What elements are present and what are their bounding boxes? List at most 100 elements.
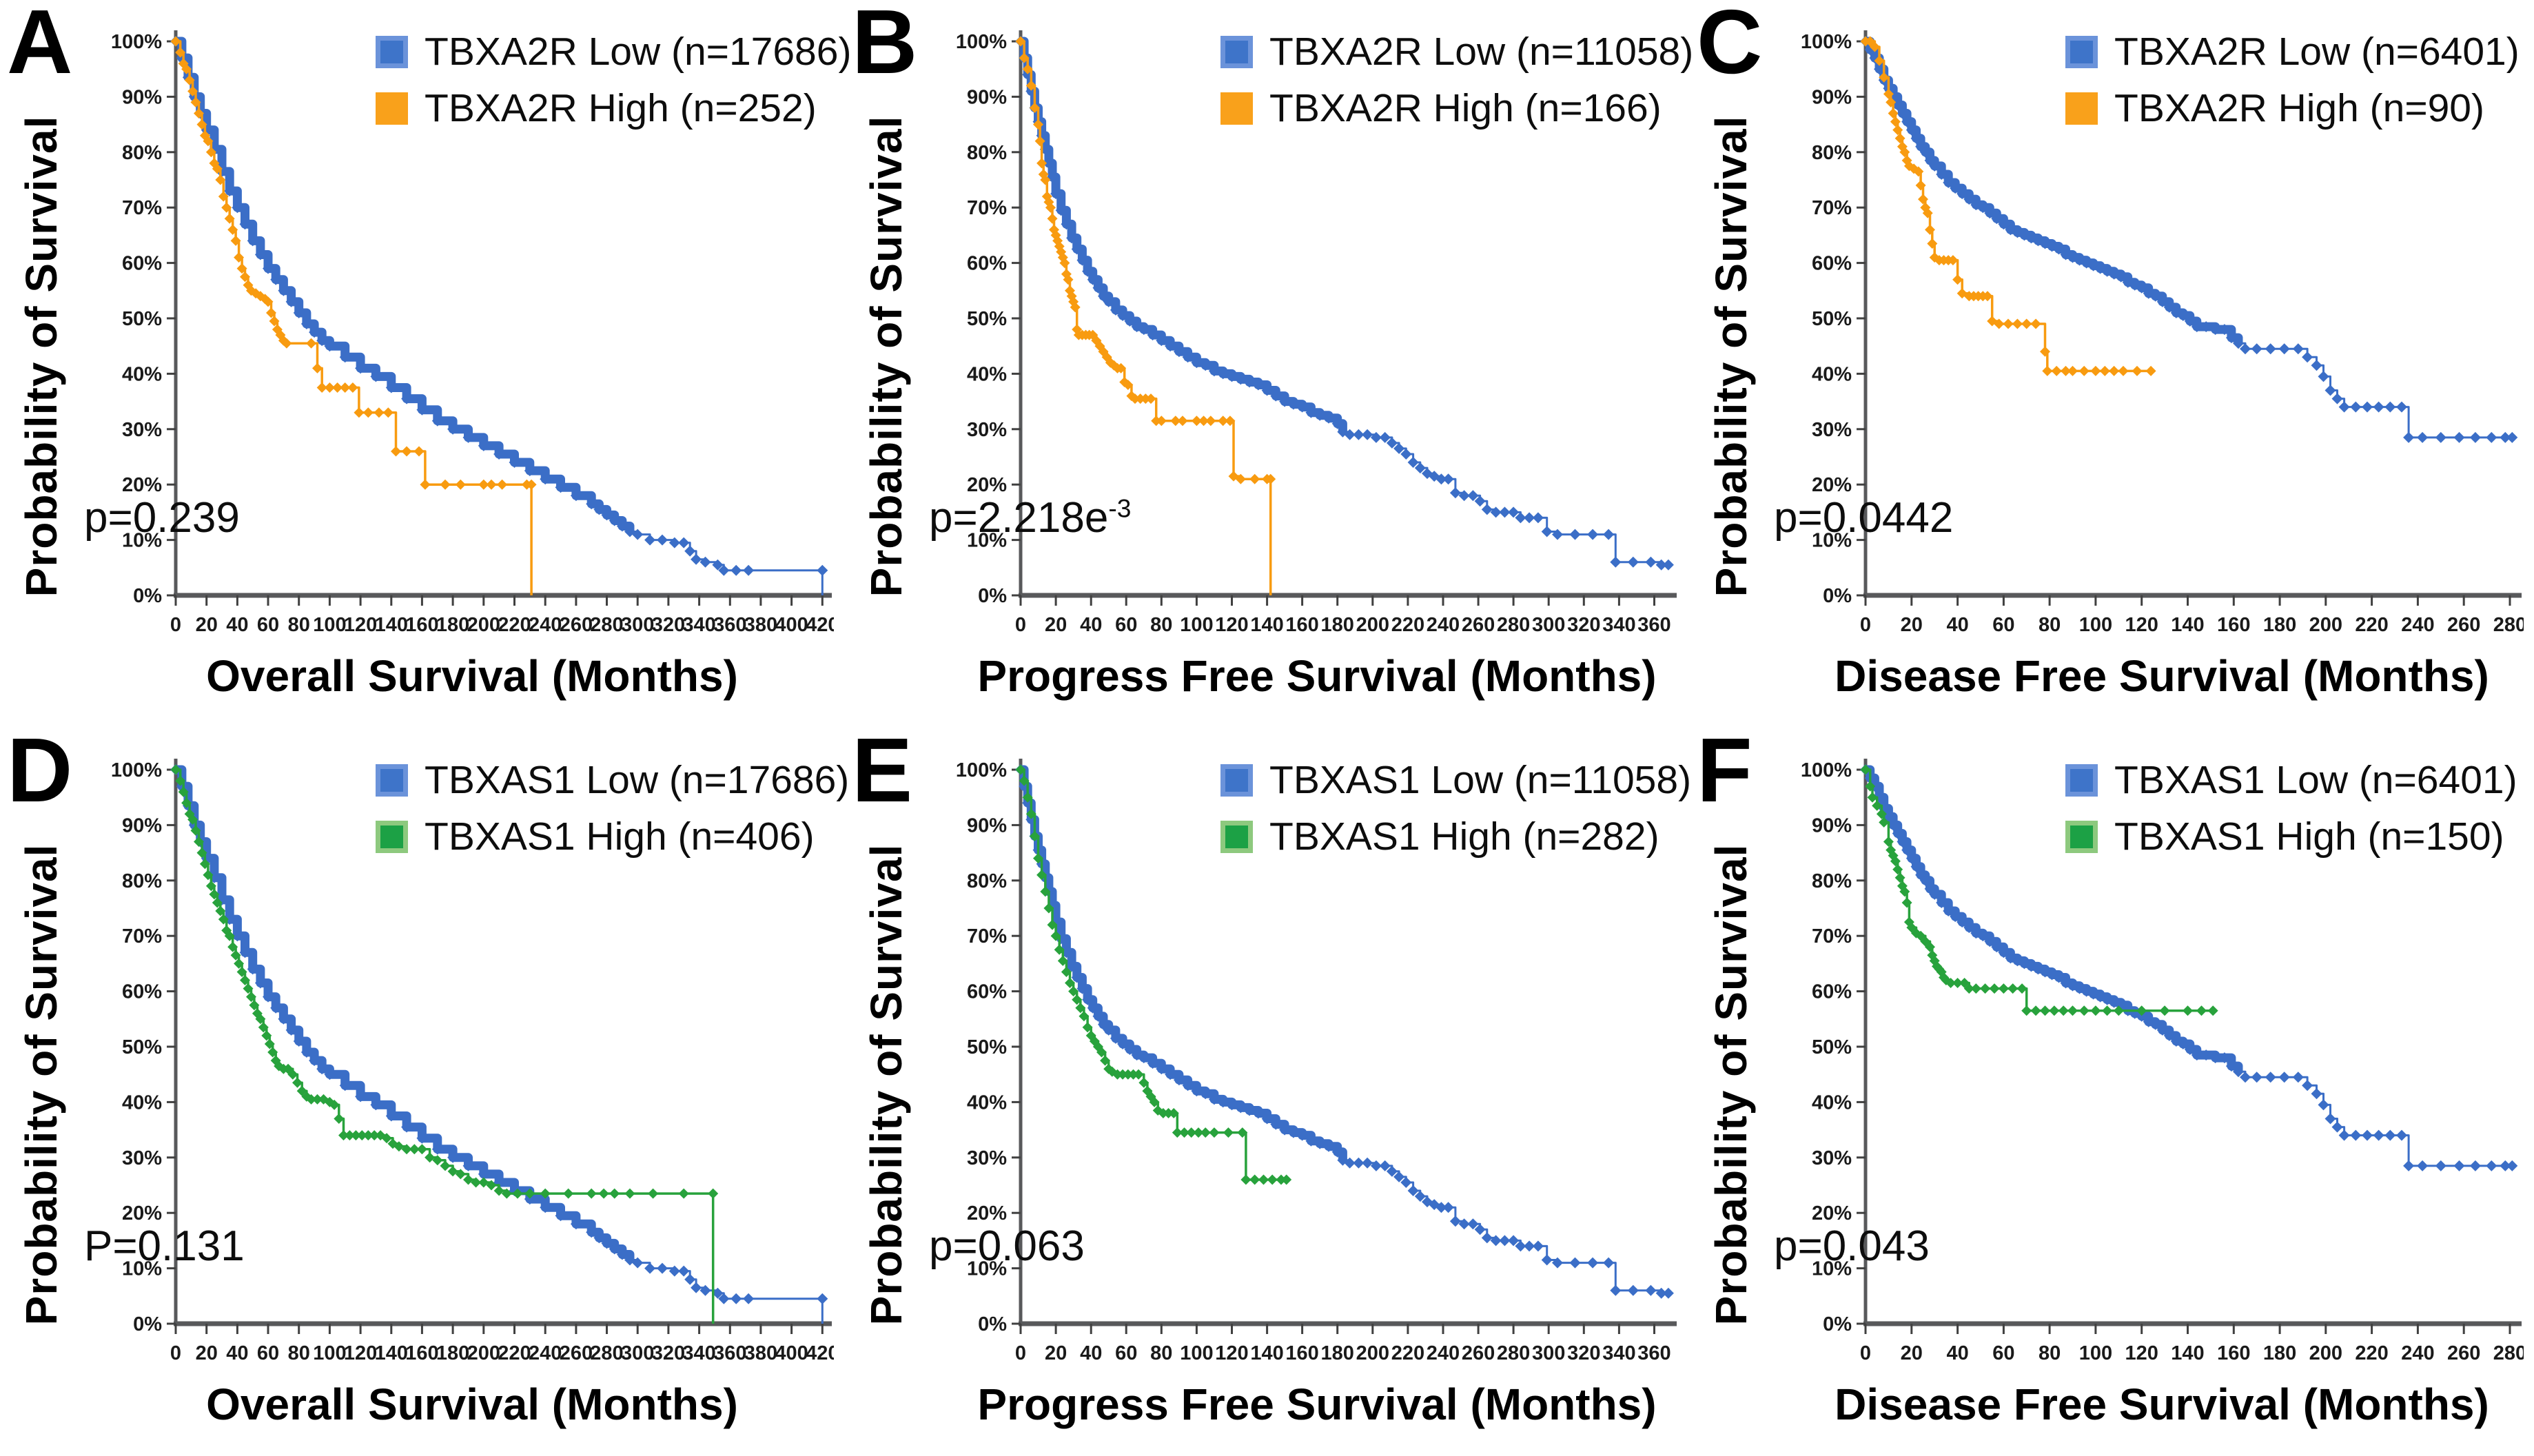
panel-letter: F [1697,719,1753,821]
svg-text:0%: 0% [133,1313,162,1335]
svg-text:60: 60 [1992,614,2014,636]
y-axis-title: Probability of Survival [861,116,911,597]
svg-text:100%: 100% [956,759,1007,781]
svg-text:140: 140 [375,1342,408,1364]
legend-label-high: TBXAS1 High (n=150) [2114,814,2504,859]
svg-text:60%: 60% [1812,981,1852,1003]
svg-text:20: 20 [196,614,218,636]
svg-text:420: 420 [806,1342,834,1364]
svg-text:40%: 40% [1812,363,1852,385]
panel-letter: D [7,719,73,821]
panel-letter: E [852,719,913,821]
svg-text:40: 40 [1946,1342,1968,1364]
legend-swatch-low [376,35,408,68]
x-axis-title: Disease Free Survival (Months) [1835,651,2489,701]
svg-text:200: 200 [1356,1342,1389,1364]
svg-text:300: 300 [1532,1342,1565,1364]
svg-text:30%: 30% [1812,1147,1852,1169]
svg-text:80%: 80% [1812,870,1852,892]
svg-text:70%: 70% [967,197,1007,219]
svg-text:160: 160 [2217,614,2250,636]
panel-letter: B [852,0,918,92]
svg-text:0: 0 [1015,614,1026,636]
svg-text:10%: 10% [967,1258,1007,1280]
legend-item-high: TBXA2R High (n=90) [2065,85,2520,131]
svg-text:90%: 90% [1812,814,1852,837]
svg-text:260: 260 [2447,1342,2480,1364]
legend-item-low: TBXAS1 Low (n=6401) [2065,757,2517,803]
svg-text:260: 260 [560,614,593,636]
svg-text:260: 260 [1462,1342,1495,1364]
svg-text:220: 220 [1391,614,1424,636]
svg-text:400: 400 [775,614,808,636]
svg-text:20: 20 [1045,614,1067,636]
svg-text:70%: 70% [1812,925,1852,947]
svg-text:340: 340 [1602,1342,1635,1364]
svg-text:70%: 70% [1812,197,1852,219]
svg-text:140: 140 [2171,1342,2204,1364]
svg-text:100%: 100% [1801,759,1852,781]
svg-text:0%: 0% [1823,585,1852,607]
svg-text:100%: 100% [111,31,162,53]
svg-text:180: 180 [1321,1342,1354,1364]
svg-text:90%: 90% [1812,86,1852,108]
svg-text:180: 180 [436,1342,469,1364]
svg-text:220: 220 [1391,1342,1424,1364]
svg-text:40%: 40% [122,1091,162,1114]
svg-text:20%: 20% [1812,474,1852,496]
km-plot: 0% 10% 20% 30% 40% 50% 60% 70% 80% 90% 100% 0 20 40 60… [956,30,1677,636]
svg-text:20%: 20% [122,1202,162,1224]
svg-text:200: 200 [467,614,500,636]
svg-text:70%: 70% [122,197,162,219]
svg-text:40: 40 [1080,1342,1102,1364]
legend-swatch-high [2065,92,2098,125]
svg-text:80%: 80% [1812,142,1852,164]
svg-text:30%: 30% [967,419,1007,441]
svg-text:90%: 90% [122,814,162,837]
svg-text:260: 260 [560,1342,593,1364]
svg-text:280: 280 [590,1342,623,1364]
svg-text:40: 40 [226,1342,248,1364]
svg-text:30%: 30% [1812,419,1852,441]
svg-text:120: 120 [344,614,377,636]
legend-label-low: TBXA2R Low (n=17686) [425,30,852,74]
p-value: p=0.063 [929,1222,1085,1271]
svg-text:200: 200 [467,1342,500,1364]
legend-item-high: TBXAS1 High (n=150) [2065,814,2517,859]
legend-item-high: TBXA2R High (n=166) [1220,85,1693,131]
svg-text:40%: 40% [1812,1091,1852,1114]
svg-text:40: 40 [1080,614,1102,636]
legend-swatch-high [376,92,408,125]
km-plot: 0% 10% 20% 30% 40% 50% 60% 70% 80% 90% 100% 0 20 40 60… [956,759,1677,1364]
svg-text:80%: 80% [967,142,1007,164]
svg-text:200: 200 [2309,1342,2342,1364]
svg-text:240: 240 [529,1342,562,1364]
svg-text:300: 300 [1532,614,1565,636]
svg-text:180: 180 [436,614,469,636]
svg-text:20%: 20% [967,1202,1007,1224]
legend-label-high: TBXAS1 High (n=282) [1269,814,1659,859]
svg-text:60%: 60% [122,253,162,275]
svg-text:160: 160 [405,614,438,636]
svg-text:320: 320 [652,614,685,636]
svg-text:0: 0 [1860,614,1871,636]
svg-text:240: 240 [529,614,562,636]
svg-text:20: 20 [1901,614,1923,636]
svg-text:20: 20 [1901,1342,1923,1364]
y-axis-title: Probability of Survival [1706,116,1756,597]
svg-text:220: 220 [2355,614,2388,636]
legend-label-high: TBXA2R High (n=252) [425,86,817,130]
legend-swatch-low [376,763,408,797]
svg-text:60%: 60% [967,253,1007,275]
svg-text:0: 0 [170,614,181,636]
svg-text:100: 100 [2079,614,2112,636]
svg-text:100%: 100% [1801,31,1852,53]
svg-text:60: 60 [257,1342,279,1364]
legend-item-low: TBXA2R Low (n=11058) [1220,29,1693,74]
legend-item-low: TBXA2R Low (n=17686) [376,29,851,74]
svg-text:80: 80 [1150,1342,1172,1364]
svg-text:360: 360 [1637,1342,1670,1364]
svg-text:20: 20 [196,1342,218,1364]
panel-c-disease-free-survival-tbxa2r: C Probability of Survival 0% 10% 20% 30% 40%… [1690,0,2534,728]
